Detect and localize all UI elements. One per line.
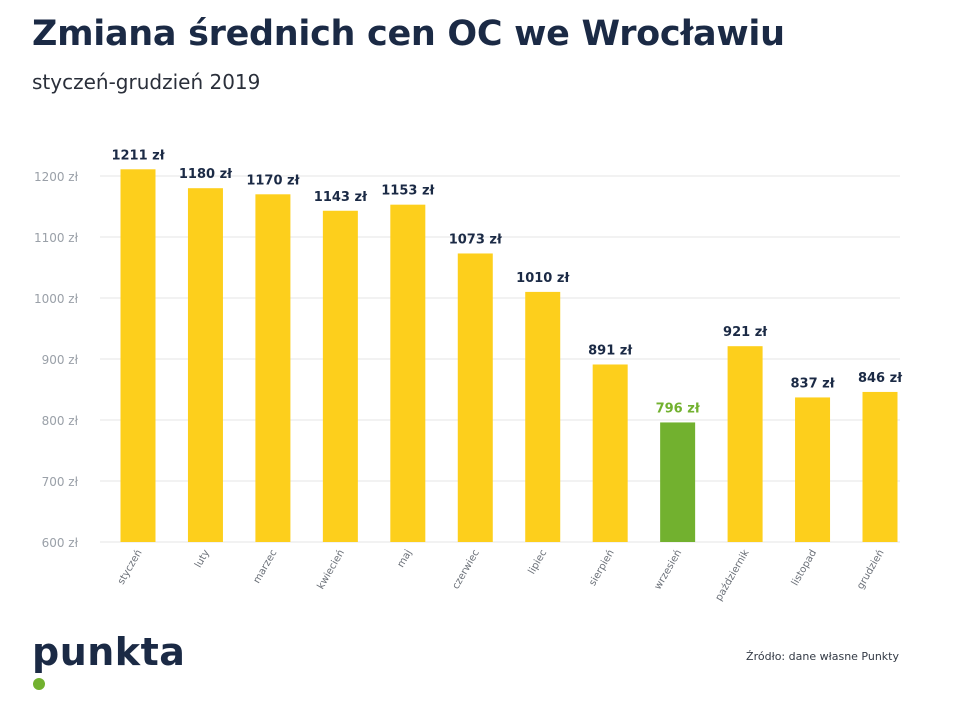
bar [187, 188, 223, 542]
y-tick-label: 900 zł [42, 353, 79, 367]
bar [727, 346, 763, 542]
bar [592, 364, 628, 542]
x-tick-label: marzec [252, 548, 280, 585]
data-label: 846 zł [858, 371, 903, 386]
bar [660, 422, 696, 542]
x-tick-label: sierpień [586, 548, 616, 589]
bar [862, 391, 898, 542]
x-tick-label: październik [713, 547, 752, 603]
bar [120, 169, 156, 543]
data-label: 1211 zł [111, 148, 165, 163]
y-tick-label: 600 zł [42, 536, 79, 550]
y-tick-label: 1000 zł [34, 292, 79, 306]
x-tick-label: czerwiec [451, 548, 482, 591]
data-label: 1010 zł [516, 271, 570, 286]
bar [322, 210, 358, 542]
y-tick-label: 1200 zł [34, 170, 79, 184]
x-tick-label: kwiecień [315, 548, 347, 592]
x-tick-label: luty [193, 548, 212, 570]
data-label: 1073 zł [449, 232, 503, 247]
bar [255, 194, 291, 543]
data-label: 1170 zł [246, 173, 300, 188]
x-tick-label: maj [396, 548, 415, 570]
x-tick-label: grudzień [854, 548, 886, 592]
y-tick-label: 1100 zł [34, 231, 79, 245]
bar [390, 204, 426, 543]
brand-logo-dot [33, 678, 45, 690]
chart-subtitle: styczeń-grudzień 2019 [32, 70, 261, 94]
data-label: 921 zł [723, 325, 768, 340]
source-note: Źródło: dane własne Punkty [746, 650, 899, 663]
bar [457, 253, 493, 542]
data-label: 796 zł [656, 401, 701, 416]
data-label: 1143 zł [314, 190, 368, 205]
x-tick-label: listopad [790, 548, 819, 588]
x-tick-label: wrzesień [652, 548, 684, 592]
y-tick-label: 800 zł [42, 414, 79, 428]
y-tick-label: 700 zł [42, 475, 79, 489]
chart-title: Zmiana średnich cen OC we Wrocławiu [32, 14, 785, 54]
x-tick-label: styczeń [115, 548, 145, 587]
bar [795, 397, 831, 542]
bar [525, 291, 561, 542]
data-label: 837 zł [791, 376, 836, 391]
brand-logo: punkta [32, 630, 186, 674]
data-label: 1180 zł [179, 167, 233, 182]
data-label: 891 zł [588, 343, 633, 358]
x-tick-label: lipiec [527, 548, 550, 576]
data-label: 1153 zł [381, 184, 435, 199]
